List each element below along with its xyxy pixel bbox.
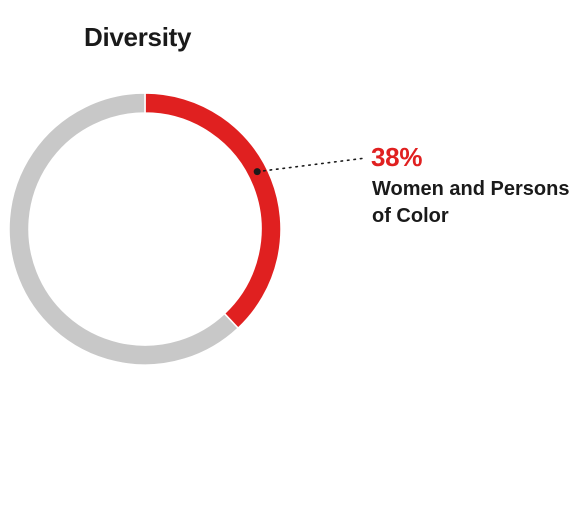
donut-slice-highlight bbox=[144, 92, 282, 330]
callout-leader-line bbox=[256, 157, 367, 173]
chart-title: Diversity bbox=[84, 22, 192, 52]
callout-label: Women and Persons of Color bbox=[372, 178, 570, 227]
callout-anchor-dot bbox=[253, 168, 261, 176]
callout-leader bbox=[253, 157, 367, 176]
callout-percentage: 38% bbox=[371, 142, 423, 172]
donut-slice-remainder bbox=[8, 92, 240, 366]
donut-slices bbox=[8, 92, 282, 366]
